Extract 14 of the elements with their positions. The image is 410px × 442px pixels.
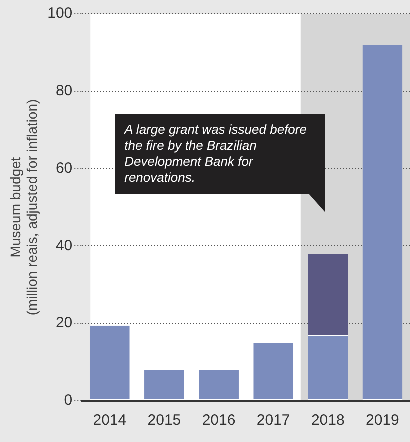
annotation: A large grant was issued before the fire by the Brazilian Development Bank for renovations.	[124, 122, 307, 185]
y-tick-label: 20	[56, 314, 73, 332]
x-tick-label: 2014	[93, 412, 127, 430]
y-tick-label: 100	[48, 5, 73, 22]
x-tick-label: 2018	[311, 412, 345, 430]
x-tick-label: 2017	[256, 412, 290, 430]
y-tick-label: 80	[56, 82, 73, 100]
y-tick-label: 60	[56, 160, 73, 177]
y-tick-label: 40	[56, 237, 73, 254]
x-tick-label: 2019	[366, 412, 400, 430]
x-tick-label: 2015	[148, 412, 182, 430]
y-tick-label: 0	[64, 392, 73, 410]
y-axis-title: Museum budget (million reais, adjusted for inflation)	[7, 99, 40, 316]
x-tick-label: 2016	[202, 412, 236, 430]
